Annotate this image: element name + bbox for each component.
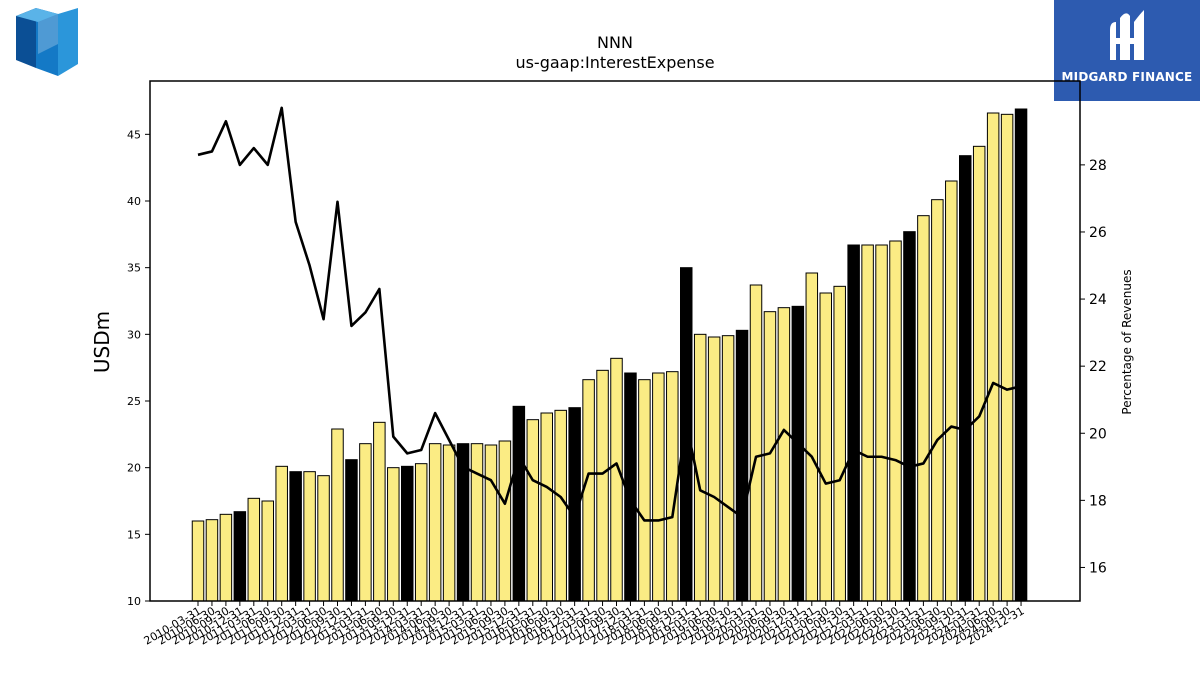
bar-2021-09-30 xyxy=(833,285,846,602)
bar-2021-03-31 xyxy=(805,272,819,602)
bar-2020-03-31 xyxy=(749,284,763,602)
y-tick-label-25: 25 xyxy=(127,395,141,408)
y2-axis-label: Percentage of Revenues xyxy=(1120,269,1134,414)
y2-tick-label-20: 20 xyxy=(1089,426,1107,442)
bar-2016-06-30 xyxy=(540,412,553,602)
bar-2015-03-31 xyxy=(470,443,484,602)
bar-2011-09-30 xyxy=(275,465,288,602)
bar-2017-06-30 xyxy=(596,369,609,602)
y-axis-label: USDm xyxy=(90,311,114,373)
bar-2016-03-31 xyxy=(526,419,540,602)
bar-2012-09-30 xyxy=(331,428,344,602)
bar-2018-06-30 xyxy=(652,372,665,602)
brand-name: MIDGARD FINANCE xyxy=(1061,70,1193,84)
plot-frame xyxy=(149,80,1081,602)
bar-2018-12-31 xyxy=(680,267,693,602)
y-tick-label-30: 30 xyxy=(127,328,141,341)
bar-series xyxy=(191,108,1028,602)
y2-tick-label-28: 28 xyxy=(1089,158,1107,174)
bar-2019-09-30 xyxy=(721,335,735,602)
brand-logo: MIDGARD FINANCE xyxy=(1054,0,1200,101)
company-logo-icon xyxy=(16,8,78,76)
y2-tick-label-22: 22 xyxy=(1089,359,1107,375)
bar-2024-03-31 xyxy=(972,145,986,602)
bar-2021-06-30 xyxy=(819,292,832,602)
bar-2012-06-30 xyxy=(317,475,330,602)
bar-2012-12-31 xyxy=(345,459,358,602)
bar-2013-09-30 xyxy=(387,467,400,602)
bar-2022-06-30 xyxy=(875,244,888,602)
bar-2010-06-30 xyxy=(205,519,219,602)
chart-title: NNN xyxy=(597,33,633,52)
bar-2014-06-30 xyxy=(428,443,442,602)
bar-2011-12-31 xyxy=(289,471,302,602)
bar-2021-12-31 xyxy=(847,244,860,602)
bar-2022-12-31 xyxy=(903,231,916,602)
y2-tick-label-16: 16 xyxy=(1089,560,1107,576)
bar-2024-12-31 xyxy=(1014,108,1028,602)
bar-2023-03-31 xyxy=(917,215,930,602)
percentage-line xyxy=(197,106,1022,522)
bar-2013-03-31 xyxy=(359,443,372,602)
bar-2023-06-30 xyxy=(931,199,944,602)
bar-2023-09-30 xyxy=(945,180,958,602)
bar-2020-06-30 xyxy=(763,311,777,602)
bar-2014-09-30 xyxy=(442,444,456,602)
bar-2024-09-30 xyxy=(1000,113,1014,602)
bar-2010-09-30 xyxy=(219,513,233,602)
y2-tick-label-24: 24 xyxy=(1089,292,1107,308)
bar-2011-06-30 xyxy=(261,500,274,602)
y2-tick-label-18: 18 xyxy=(1089,493,1107,509)
bar-2010-12-31 xyxy=(233,511,247,602)
bar-2015-12-31 xyxy=(512,405,526,602)
y-tick-label-20: 20 xyxy=(127,462,141,475)
bar-2013-12-31 xyxy=(401,465,414,602)
chart-subtitle: us-gaap:InterestExpense xyxy=(515,53,714,72)
bar-2012-03-31 xyxy=(303,471,316,602)
bar-2015-06-30 xyxy=(484,444,498,602)
bar-2017-09-30 xyxy=(610,357,623,602)
bar-2015-09-30 xyxy=(498,440,512,602)
bar-2024-06-30 xyxy=(986,112,1000,602)
bar-2011-03-31 xyxy=(247,497,261,602)
bar-2014-03-31 xyxy=(414,463,428,602)
bar-2020-09-30 xyxy=(777,307,791,602)
bar-2010-03-31 xyxy=(191,520,205,602)
y-tick-label-15: 15 xyxy=(127,528,141,541)
bar-2019-06-30 xyxy=(707,336,721,602)
y-tick-label-35: 35 xyxy=(127,262,141,275)
y-tick-label-10: 10 xyxy=(127,595,141,608)
y-tick-label-40: 40 xyxy=(127,195,141,208)
bar-2013-06-30 xyxy=(373,421,386,602)
bar-2022-03-31 xyxy=(861,244,874,602)
bar-2019-12-31 xyxy=(735,329,749,602)
bar-2023-12-31 xyxy=(959,155,972,602)
bar-2020-12-31 xyxy=(791,305,805,602)
y-tick-label-45: 45 xyxy=(127,128,141,141)
y2-tick-label-26: 26 xyxy=(1089,225,1107,241)
brand-mark-icon xyxy=(1110,10,1144,60)
bar-2016-09-30 xyxy=(554,409,567,602)
bar-2022-09-30 xyxy=(889,240,902,602)
percentage-line-series xyxy=(197,106,1022,522)
bar-2018-03-31 xyxy=(638,379,651,602)
axes: 1015202530354045161820222426282010-03-31… xyxy=(127,80,1107,648)
